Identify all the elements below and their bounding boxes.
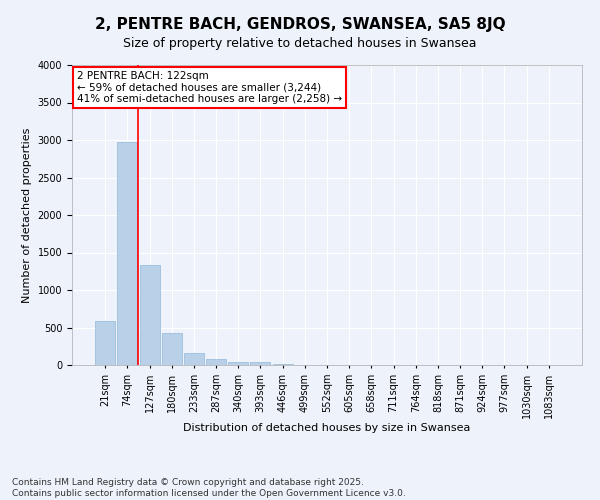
Bar	[206, 359, 226, 365]
Y-axis label: Number of detached properties: Number of detached properties	[22, 128, 32, 302]
Bar	[118, 142, 137, 365]
Bar	[162, 333, 182, 365]
Bar	[228, 362, 248, 365]
Text: 2, PENTRE BACH, GENDROS, SWANSEA, SA5 8JQ: 2, PENTRE BACH, GENDROS, SWANSEA, SA5 8J…	[95, 18, 505, 32]
Text: Contains HM Land Registry data © Crown copyright and database right 2025.
Contai: Contains HM Land Registry data © Crown c…	[12, 478, 406, 498]
Bar	[184, 352, 204, 365]
Bar	[95, 321, 115, 365]
Bar	[140, 264, 160, 365]
Text: Size of property relative to detached houses in Swansea: Size of property relative to detached ho…	[123, 38, 477, 51]
Bar	[272, 364, 293, 365]
Text: 2 PENTRE BACH: 122sqm
← 59% of detached houses are smaller (3,244)
41% of semi-d: 2 PENTRE BACH: 122sqm ← 59% of detached …	[77, 71, 342, 104]
Bar	[250, 362, 271, 365]
X-axis label: Distribution of detached houses by size in Swansea: Distribution of detached houses by size …	[184, 424, 470, 434]
